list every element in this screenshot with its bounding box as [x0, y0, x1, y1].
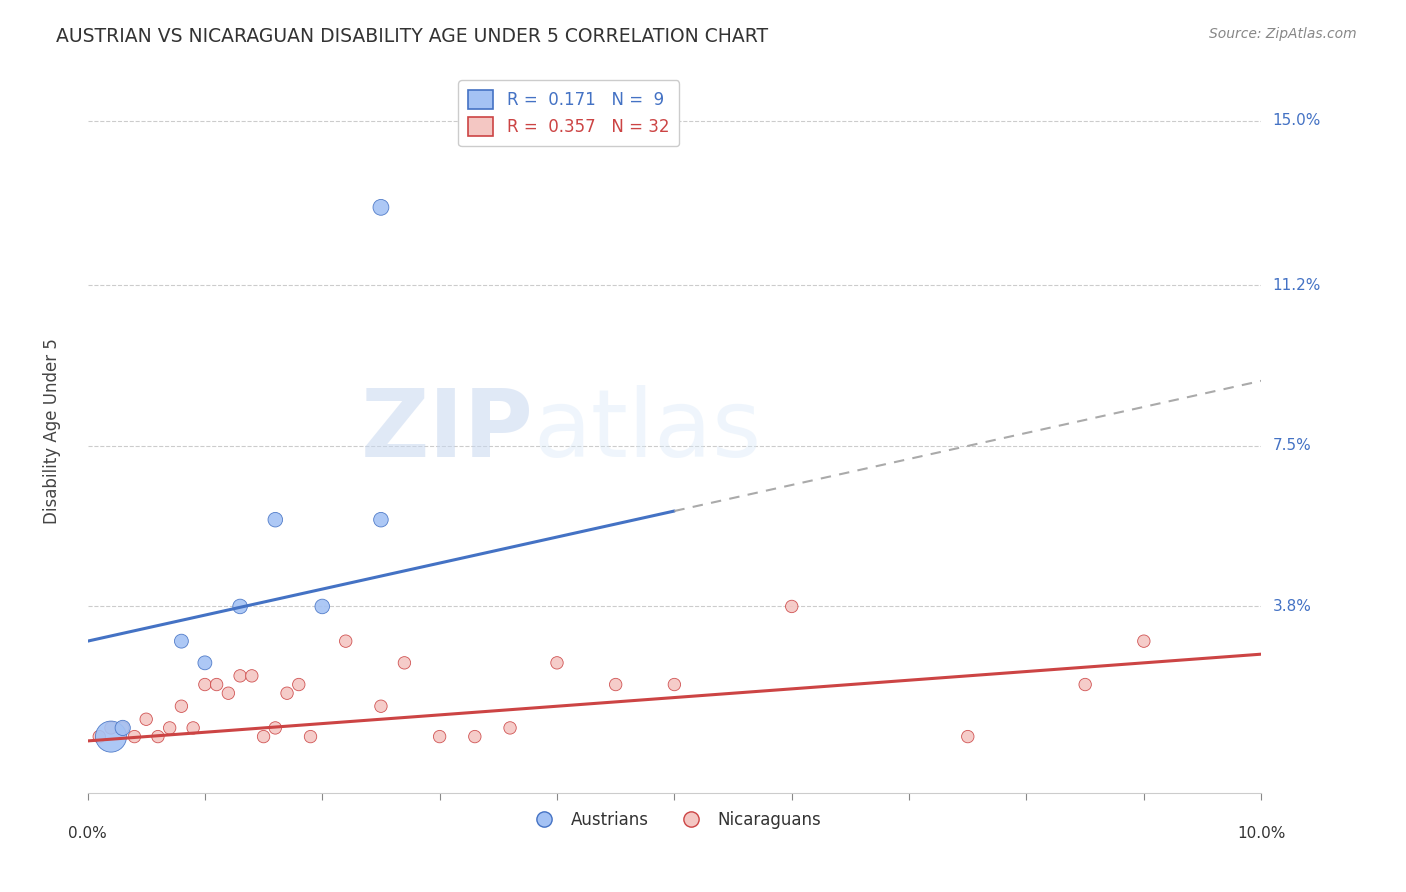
Point	[464, 730, 486, 744]
Text: 0.0%: 0.0%	[67, 826, 107, 841]
Text: Source: ZipAtlas.com: Source: ZipAtlas.com	[1209, 27, 1357, 41]
Point	[111, 721, 134, 735]
Text: 7.5%: 7.5%	[1272, 439, 1310, 453]
Point	[181, 721, 204, 735]
Point	[664, 677, 686, 691]
Point	[111, 721, 134, 735]
Text: 11.2%: 11.2%	[1272, 278, 1320, 293]
Point	[546, 656, 568, 670]
Point	[252, 730, 274, 744]
Point	[146, 730, 169, 744]
Point	[394, 656, 416, 670]
Point	[170, 699, 193, 714]
Point	[229, 669, 252, 683]
Text: ZIP: ZIP	[361, 384, 533, 476]
Point	[1133, 634, 1156, 648]
Point	[311, 599, 333, 614]
Text: 10.0%: 10.0%	[1237, 826, 1285, 841]
Point	[170, 634, 193, 648]
Point	[276, 686, 298, 700]
Point	[135, 712, 157, 726]
Point	[370, 699, 392, 714]
Point	[194, 677, 217, 691]
Point	[288, 677, 311, 691]
Point	[205, 677, 228, 691]
Point	[370, 200, 392, 214]
Point	[217, 686, 239, 700]
Legend: Austrians, Nicaraguans: Austrians, Nicaraguans	[522, 804, 828, 836]
Point	[264, 721, 287, 735]
Text: AUSTRIAN VS NICARAGUAN DISABILITY AGE UNDER 5 CORRELATION CHART: AUSTRIAN VS NICARAGUAN DISABILITY AGE UN…	[56, 27, 768, 45]
Point	[956, 730, 979, 744]
Point	[780, 599, 803, 614]
Point	[124, 730, 146, 744]
Point	[100, 730, 122, 744]
Point	[605, 677, 627, 691]
Point	[499, 721, 522, 735]
Point	[264, 513, 287, 527]
Point	[194, 656, 217, 670]
Text: atlas: atlas	[533, 384, 762, 476]
Point	[229, 599, 252, 614]
Point	[1074, 677, 1097, 691]
Point	[100, 721, 122, 735]
Point	[240, 669, 263, 683]
Y-axis label: Disability Age Under 5: Disability Age Under 5	[44, 338, 60, 524]
Point	[89, 730, 111, 744]
Text: 3.8%: 3.8%	[1272, 599, 1312, 614]
Point	[370, 513, 392, 527]
Point	[429, 730, 451, 744]
Point	[159, 721, 181, 735]
Text: 15.0%: 15.0%	[1272, 113, 1320, 128]
Point	[299, 730, 322, 744]
Point	[335, 634, 357, 648]
